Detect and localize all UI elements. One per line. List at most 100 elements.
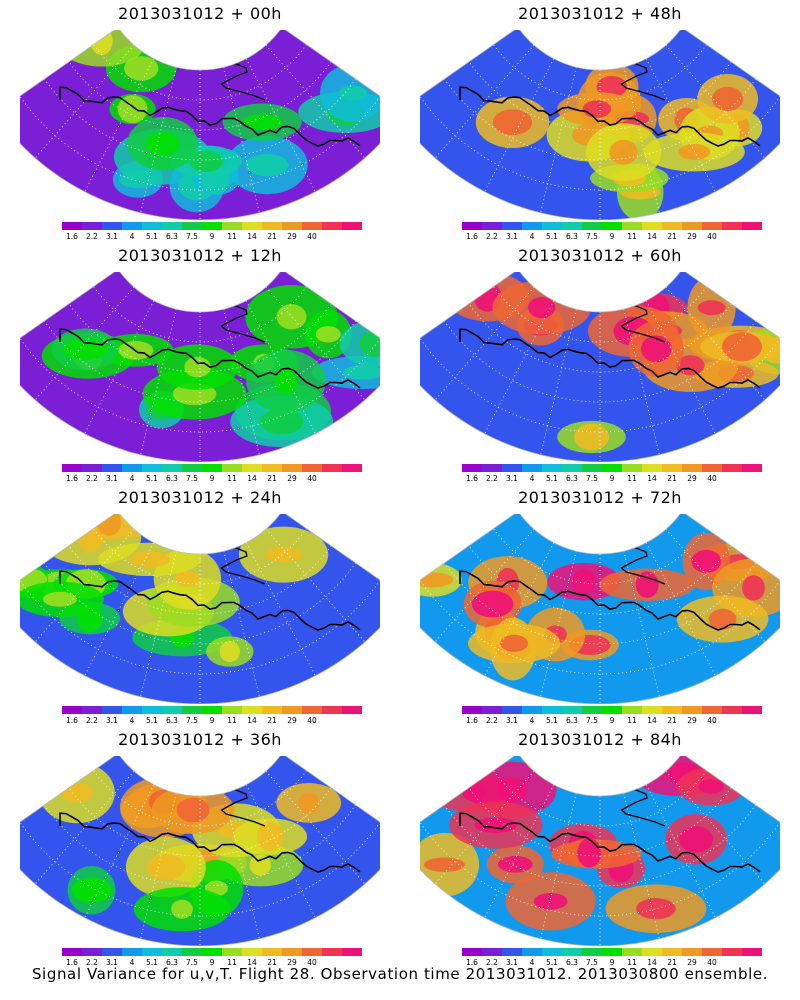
longitude-line bbox=[665, 286, 766, 401]
colorbar-label: 3.1 bbox=[106, 232, 118, 240]
colorbar-swatch bbox=[182, 706, 203, 714]
variance-core bbox=[500, 634, 529, 652]
longitude-line bbox=[623, 309, 660, 455]
colorbar-swatch bbox=[202, 706, 223, 714]
colorbar-swatch bbox=[242, 222, 263, 230]
colorbar-label: 21 bbox=[667, 232, 677, 240]
colorbar-swatch bbox=[622, 222, 643, 230]
colorbar-label: 3.1 bbox=[506, 232, 518, 240]
coastline bbox=[459, 570, 761, 631]
colorbar: 1.6 2.2 3.1 4 5.1 6.3 7.5 9 11 14 21 29 40 bbox=[462, 948, 762, 966]
colorbar-swatch bbox=[102, 706, 123, 714]
colorbar-label: 4 bbox=[130, 232, 135, 240]
colorbar-swatch bbox=[482, 706, 503, 714]
colorbar-swatch bbox=[142, 464, 163, 472]
latitude-line bbox=[93, 770, 307, 827]
colorbar-swatch bbox=[662, 464, 683, 472]
colorbar-swatch bbox=[282, 948, 303, 956]
latitude-line bbox=[93, 286, 307, 343]
panel-title: 2013031012 + 48h bbox=[518, 4, 682, 23]
colorbar-swatch bbox=[282, 222, 303, 230]
colorbar-swatch bbox=[62, 222, 83, 230]
colorbar-label: 9 bbox=[610, 958, 615, 966]
latitude-line bbox=[68, 545, 332, 615]
colorbar-label: 9 bbox=[610, 716, 615, 724]
colorbar-label: 3.1 bbox=[106, 474, 118, 482]
colorbar-label: 40 bbox=[707, 474, 717, 482]
map-outline bbox=[20, 272, 380, 462]
colorbar-label: 2.2 bbox=[86, 232, 98, 240]
colorbar-label: 14 bbox=[247, 474, 257, 482]
variance-core bbox=[315, 326, 341, 343]
colorbar-label: 9 bbox=[210, 474, 215, 482]
colorbar-label: 29 bbox=[287, 474, 297, 482]
colorbar-label: 11 bbox=[627, 232, 637, 240]
colorbar-label: 29 bbox=[287, 716, 297, 724]
colorbar-swatch bbox=[462, 464, 483, 472]
colorbar-swatch bbox=[602, 464, 623, 472]
variance-core bbox=[497, 777, 528, 802]
panel-title: 2013031012 + 60h bbox=[518, 246, 682, 265]
colorbar-swatch bbox=[322, 464, 343, 472]
longitude-line bbox=[245, 58, 316, 192]
colorbar-swatch bbox=[682, 706, 703, 714]
variance-core bbox=[249, 854, 271, 876]
colorbar-swatch bbox=[742, 222, 762, 230]
colorbar-label: 11 bbox=[627, 474, 637, 482]
longitude-line bbox=[265, 44, 366, 159]
colorbar-label: 11 bbox=[227, 958, 237, 966]
latitude-line bbox=[468, 545, 732, 615]
colorbar-label: 1.6 bbox=[66, 474, 78, 482]
variance-core bbox=[424, 857, 465, 872]
colorbar-label: 7.5 bbox=[186, 474, 198, 482]
colorbar-swatch bbox=[322, 222, 343, 230]
variance-core bbox=[274, 367, 297, 395]
colorbar-swatch bbox=[682, 464, 703, 472]
colorbar-swatch bbox=[142, 948, 163, 956]
map-outline bbox=[420, 30, 780, 220]
variance-core bbox=[640, 335, 672, 363]
longitude-line bbox=[140, 309, 177, 455]
colorbar-label: 5.1 bbox=[146, 474, 158, 482]
variance-core bbox=[242, 114, 282, 131]
colorbar-label: 1.6 bbox=[466, 474, 478, 482]
longitude-line bbox=[665, 528, 766, 643]
colorbar-label: 2.2 bbox=[86, 958, 98, 966]
colorbar-swatch bbox=[702, 948, 723, 956]
colorbar-label: 11 bbox=[627, 716, 637, 724]
colorbar-swatch bbox=[182, 948, 203, 956]
colorbar-label: 14 bbox=[647, 232, 657, 240]
colorbar-label: 29 bbox=[687, 474, 697, 482]
variance-core bbox=[359, 330, 380, 357]
variance-core bbox=[722, 332, 762, 362]
colorbar-swatch bbox=[522, 948, 543, 956]
colorbar-label: 21 bbox=[667, 958, 677, 966]
panel-title: 2013031012 + 12h bbox=[118, 246, 282, 265]
colorbar-swatch bbox=[482, 464, 503, 472]
variance-core bbox=[691, 549, 722, 574]
coastline bbox=[459, 812, 761, 873]
latitude-line bbox=[493, 770, 707, 827]
variance-core bbox=[609, 139, 638, 165]
colorbar-swatch bbox=[182, 464, 203, 472]
colorbar-swatch bbox=[462, 706, 483, 714]
colorbar-label: 5.1 bbox=[546, 716, 558, 724]
colorbar-label: 6.3 bbox=[566, 474, 578, 482]
colorbar-label: 1.6 bbox=[466, 716, 478, 724]
colorbar-label: 14 bbox=[247, 716, 257, 724]
variance-core bbox=[174, 570, 200, 587]
colorbar-swatch bbox=[302, 464, 323, 472]
map-outline bbox=[20, 514, 380, 704]
colorbar-label: 29 bbox=[687, 958, 697, 966]
forecast-panel: 2013031012 + 00h 1.6 2.2 3.1 4 5.1 6.3 7.5 9 11 14… bbox=[0, 0, 400, 245]
colorbar-swatch bbox=[702, 222, 723, 230]
colorbar-label: 11 bbox=[227, 232, 237, 240]
variance-core bbox=[712, 86, 744, 111]
colorbar-label: 40 bbox=[307, 958, 317, 966]
colorbar-swatch bbox=[522, 464, 543, 472]
colorbar-swatch bbox=[722, 706, 743, 714]
latitude-line bbox=[468, 303, 732, 373]
longitude-line bbox=[434, 286, 535, 401]
longitude-line bbox=[140, 551, 177, 697]
variance-core bbox=[188, 150, 223, 172]
